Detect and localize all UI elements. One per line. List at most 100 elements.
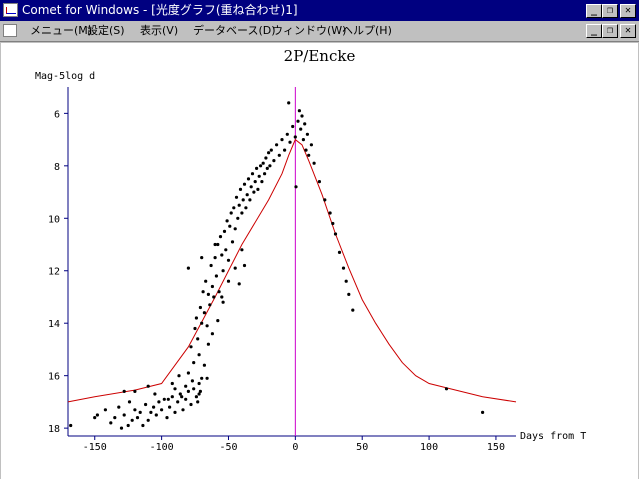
data-point [166,397,170,401]
menu-item-settings[interactable]: 設定(S) [87,24,125,37]
data-point [240,248,244,252]
data-point [240,211,244,215]
window-title: Comet for Windows - [光度グラフ(重ね合わせ)1] [22,3,298,17]
data-point [69,423,73,428]
data-point [113,416,117,420]
data-point [173,410,177,414]
chart-title: 2P/Encke [283,47,356,65]
data-point [305,132,309,136]
data-point [165,416,169,420]
y-tick-label: 10 [48,214,60,225]
doc-minimize-button[interactable]: _ [586,24,602,38]
data-point [196,400,200,404]
data-point [264,156,268,160]
menu-item-window[interactable]: ウィンドウ(W) [272,24,347,37]
minimize-button[interactable]: _ [586,4,602,18]
data-point [255,166,259,170]
data-point [192,361,196,365]
data-point [135,416,140,420]
data-point [226,258,231,262]
data-point [210,332,214,336]
data-point [180,395,184,399]
data-point [261,161,265,165]
app-icon [3,3,18,17]
menu-item-menu[interactable]: メニュー(M) [30,24,93,37]
data-point [237,203,241,207]
data-point [138,410,142,414]
data-point [244,206,248,210]
data-point [337,250,342,254]
data-point [265,166,269,170]
data-point [242,182,247,186]
data-point [277,153,281,157]
data-point [259,164,263,168]
data-point [221,269,225,273]
data-point [197,392,201,396]
data-point [181,408,185,412]
data-point [252,190,256,194]
data-point [253,180,257,184]
data-point [202,363,206,367]
data-point [177,374,181,378]
data-point [228,224,232,228]
data-point [141,423,145,428]
data-point [206,342,210,346]
data-point [293,135,297,139]
data-point [170,381,174,386]
data-point [154,413,158,417]
data-point [297,109,301,113]
document-icon[interactable] [3,24,17,37]
data-point [212,295,216,299]
data-point [220,295,224,299]
close-button[interactable]: ✕ [620,4,636,18]
data-point [257,174,261,178]
data-point [230,240,235,244]
data-point [144,402,148,407]
data-point [272,159,276,163]
data-point [248,198,252,202]
data-point [197,381,201,386]
restore-button[interactable]: ❐ [602,4,618,18]
data-point [347,292,351,296]
data-point [157,400,161,404]
data-point [214,274,218,278]
data-point [213,242,217,247]
data-point [225,219,229,223]
data-point [204,279,208,283]
data-point [218,235,223,239]
menu-item-database[interactable]: データベース(D) [193,24,276,37]
data-point [200,321,204,325]
data-point [238,187,243,191]
data-point [234,195,239,199]
data-point [237,282,241,286]
menu-item-view[interactable]: 表示(V) [140,24,179,37]
data-point [190,379,194,383]
data-point [269,148,273,152]
menu-bar: メニュー(M) 設定(S) 表示(V) データベース(D) ウィンドウ(W) ヘ… [0,21,639,42]
data-point [93,416,97,420]
doc-restore-button[interactable]: ❐ [602,24,618,38]
y-tick-label: 14 [48,319,60,330]
data-point [309,143,313,147]
menu-item-help[interactable]: ヘルプ(H) [342,24,392,37]
data-point [205,376,209,380]
data-point [205,324,209,328]
data-point [236,216,240,220]
data-point [481,410,485,414]
data-point [133,408,137,412]
x-tick-label: 50 [356,442,368,453]
data-point [283,148,287,152]
data-point [95,413,99,417]
data-point [122,413,126,417]
chart-area: 2P/Encke Mag-5log d Days from T -150 -100… [1,43,638,479]
data-point [176,400,180,404]
data-point [152,405,156,409]
data-point [216,242,220,247]
data-point [268,164,272,168]
data-point [186,389,190,393]
x-tick-label: -150 [83,442,107,453]
data-point [224,248,228,252]
y-tick-label: 12 [48,267,60,278]
data-point [328,211,332,215]
doc-close-button[interactable]: ✕ [620,24,636,38]
